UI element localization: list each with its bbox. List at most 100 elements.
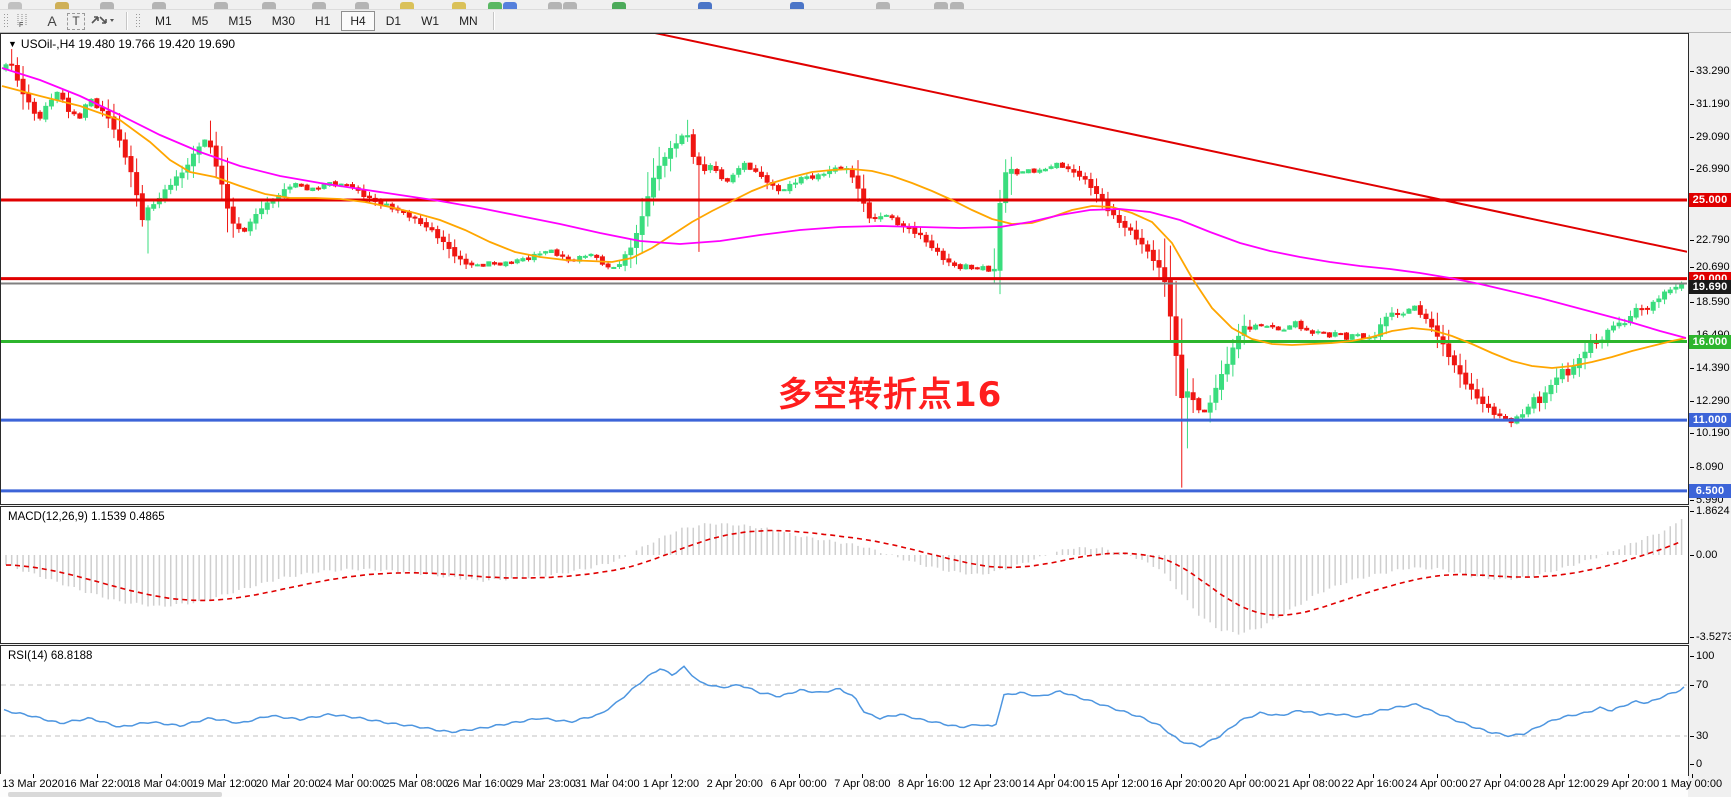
time-label: 1 Apr 12:00 [642, 778, 700, 790]
price-tick: 12.290 [1690, 395, 1730, 407]
price-axis[interactable]: 33.290 31.190 29.090 26.990 22.790 20.690 18.5… [1689, 33, 1731, 774]
time-tick [1628, 774, 1629, 778]
clipped-toolbar-icon[interactable] [698, 2, 712, 9]
cursor-modes-icon[interactable] [89, 12, 119, 30]
time-tick [862, 774, 864, 778]
time-tick [224, 774, 226, 778]
clipped-toolbar-icon[interactable] [876, 2, 890, 9]
time-tick [1500, 774, 1502, 778]
time-label: 7 Apr 08:00 [834, 778, 891, 790]
time-label: 29 Apr 20:00 [1596, 778, 1660, 790]
macd-series [5, 519, 1683, 635]
clipped-toolbar-icon[interactable] [452, 2, 466, 9]
chevron-down-icon[interactable]: ▼ [8, 39, 17, 49]
timeframe-m5-button[interactable]: M5 [191, 14, 209, 28]
time-label: 21 Apr 08:00 [1277, 778, 1341, 790]
text-label-tool-icon[interactable]: A [47, 13, 57, 29]
time-tick [160, 774, 162, 778]
price-badge-19.690: 19.690 [1689, 280, 1731, 294]
clipped-toolbar-icon[interactable] [214, 2, 228, 9]
time-tick [1436, 774, 1438, 778]
time-tick [926, 774, 928, 778]
timeframe-w1-button[interactable]: W1 [421, 14, 440, 28]
time-label: 1 May 00:00 [1661, 778, 1723, 790]
time-label: 15 Apr 12:00 [1086, 778, 1149, 790]
time-label: 13 Mar 2020 [2, 778, 64, 790]
rsi-label: RSI(14) 68.8188 [8, 650, 93, 662]
time-tick [798, 774, 800, 778]
clipped-toolbar-icon[interactable] [563, 2, 577, 9]
time-tick [352, 774, 353, 778]
bottom-scroll-handle[interactable] [8, 792, 222, 797]
time-tick [288, 774, 290, 778]
time-label: 29 Mar 23:00 [510, 778, 576, 790]
timeframe-m30-button[interactable]: M30 [271, 14, 296, 28]
price-badge-25.000: 25.000 [1689, 193, 1731, 207]
time-tick [1245, 774, 1247, 778]
time-label: 22 Apr 16:00 [1341, 778, 1404, 790]
timeframe-m15-button[interactable]: M15 [228, 14, 252, 28]
time-label: 16 Mar 22:00 [64, 778, 130, 790]
time-tick [734, 774, 736, 778]
timeframe-m1-button[interactable]: M1 [155, 14, 172, 28]
toolbar: F A T M1 M5 M15 M30 H1 H4 D1 W1 MN [0, 10, 1731, 33]
time-tick [1181, 774, 1183, 778]
time-label: 8 Apr 16:00 [898, 778, 955, 790]
time-tick [1691, 774, 1693, 778]
time-label: 19 Mar 12:00 [191, 778, 257, 790]
clipped-toolbar-icon[interactable] [8, 2, 22, 9]
time-tick [33, 774, 34, 778]
clipped-toolbar-icon[interactable] [400, 2, 414, 9]
price-tick: 8.090 [1690, 461, 1724, 473]
clipped-toolbar-icon[interactable] [100, 2, 114, 9]
clipped-toolbar-icon[interactable] [488, 2, 502, 9]
clipped-toolbar-icon[interactable] [950, 2, 964, 9]
macd-axis-tick: 1.8624 [1690, 505, 1730, 517]
clipped-toolbar-icon[interactable] [790, 2, 804, 9]
time-axis[interactable]: 13 Mar 2020 16 Mar 22:00 18 Mar 04:00 19 Ma… [0, 774, 1722, 797]
time-label: 26 Mar 16:00 [447, 778, 513, 790]
time-label: 20 Apr 00:00 [1213, 778, 1277, 790]
price-tick: 20.690 [1690, 261, 1730, 273]
price-tick: 14.390 [1690, 362, 1730, 374]
text-box-tool-icon[interactable]: T [67, 12, 85, 30]
toolbar-separator [126, 12, 127, 30]
clipped-toolbar-icon[interactable] [55, 2, 69, 9]
time-label: 14 Apr 04:00 [1022, 778, 1085, 790]
macd-pane[interactable] [0, 506, 1689, 644]
time-tick [990, 774, 991, 778]
price-pane[interactable] [0, 33, 1689, 505]
time-label: 16 Apr 20:00 [1150, 778, 1213, 790]
clipped-toolbar-icon[interactable] [262, 2, 276, 9]
clipped-toolbar-icon[interactable] [612, 2, 626, 9]
time-tick [543, 774, 545, 778]
timeframe-h4-button[interactable]: H4 [341, 11, 375, 31]
timeframe-d1-button[interactable]: D1 [385, 14, 402, 28]
clipped-toolbar-icon[interactable] [355, 2, 369, 9]
time-tick [96, 774, 98, 778]
time-label: 31 Mar 04:00 [574, 778, 640, 790]
timeframe-mn-button[interactable]: MN [459, 14, 478, 28]
price-tick: 31.190 [1690, 98, 1730, 110]
clipped-toolbar-icon[interactable] [548, 2, 562, 9]
time-tick [671, 774, 672, 778]
toolbar-grip[interactable] [3, 13, 10, 29]
time-label: 27 Apr 04:00 [1469, 778, 1532, 790]
clipped-toolbar-icon[interactable] [312, 2, 326, 9]
clipped-toolbar-icon[interactable] [934, 2, 948, 9]
time-label: 6 Apr 00:00 [770, 778, 827, 790]
price-tick: 10.190 [1690, 427, 1730, 439]
chart-annotation-text[interactable]: 多空转折点16 [778, 375, 1003, 415]
timeframe-buttons: M1 M5 M15 M30 H1 H4 D1 W1 MN [145, 11, 488, 31]
time-label: 12 Apr 23:00 [958, 778, 1022, 790]
indicator-list-icon[interactable]: F [15, 12, 37, 30]
clipped-toolbar-icon[interactable] [152, 2, 166, 9]
svg-text:F: F [19, 22, 23, 28]
timeframe-h1-button[interactable]: H1 [315, 14, 331, 28]
toolbar-separator [492, 12, 494, 30]
clipped-toolbar-icon[interactable] [503, 2, 517, 9]
toolbar-grip[interactable] [135, 13, 142, 29]
time-tick [1309, 774, 1310, 778]
